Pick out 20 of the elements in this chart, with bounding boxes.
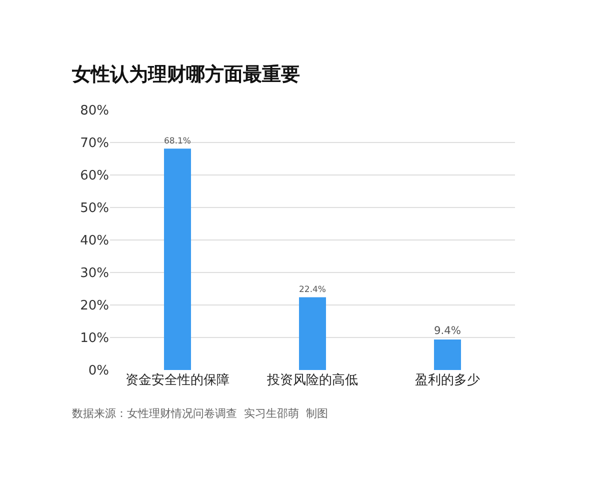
- y-tick-label: 40%: [80, 234, 109, 249]
- y-tick-label: 10%: [80, 331, 109, 346]
- data-label: 68.1%: [164, 136, 191, 147]
- bar: [434, 339, 461, 370]
- x-tick-label: 资金安全性的保障: [126, 372, 230, 388]
- source-note: 数据来源：女性理财情况问卷调查 实习生邵萌 制图: [72, 407, 328, 420]
- y-tick-label: 50%: [80, 201, 109, 216]
- data-label: 22.4%: [299, 285, 326, 296]
- y-tick-label: 30%: [80, 266, 109, 282]
- y-tick-label: 70%: [80, 136, 109, 152]
- bar: [164, 148, 191, 370]
- x-tick-label: 投资风险的高低: [266, 372, 358, 388]
- x-tick-label: 盈利的多少: [415, 373, 480, 388]
- y-tick-label: 20%: [80, 298, 109, 314]
- y-tick-label: 60%: [80, 168, 109, 184]
- data-label: 9.4%: [434, 324, 461, 337]
- bar: [299, 297, 326, 370]
- chart-title: 女性认为理财哪方面最重要: [71, 64, 300, 86]
- y-tick-label: 80%: [80, 104, 109, 119]
- y-tick-label: 0%: [88, 364, 109, 379]
